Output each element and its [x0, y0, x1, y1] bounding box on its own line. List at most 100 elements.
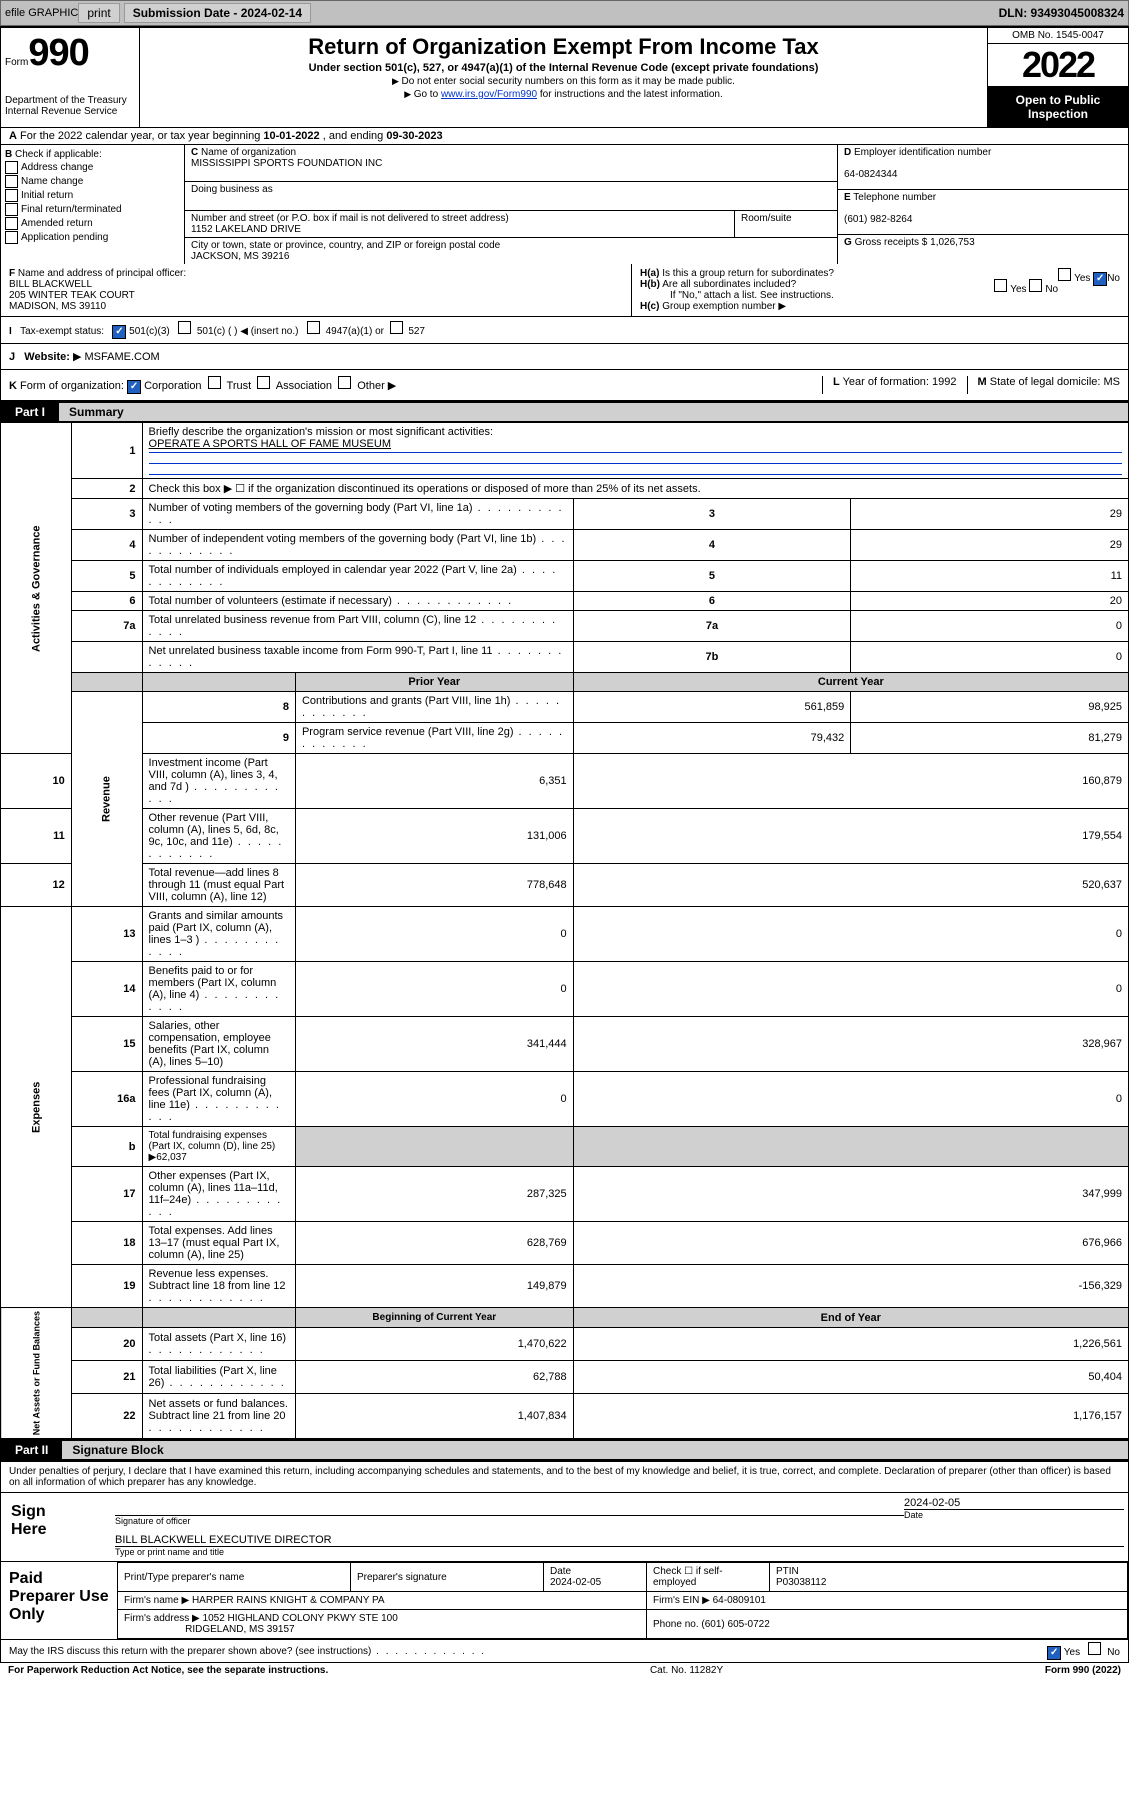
section-f-h: F Name and address of principal officer:…: [0, 264, 1129, 317]
ha-yes-checkbox[interactable]: [1058, 268, 1071, 281]
4947-checkbox[interactable]: [307, 321, 320, 334]
ln-10: 10: [1, 754, 72, 809]
sign-here-block: Sign Here Signature of officer 2024-02-0…: [0, 1493, 1129, 1562]
checkbox-initial-return[interactable]: [5, 189, 18, 202]
form-subtitle-2: Do not enter social security numbers on …: [148, 76, 979, 87]
declaration-text: Under penalties of perjury, I declare th…: [0, 1460, 1129, 1493]
discuss-text: May the IRS discuss this return with the…: [9, 1646, 486, 1657]
footer-row: For Paperwork Reduction Act Notice, see …: [0, 1663, 1129, 1678]
prior-18: 628,769: [295, 1222, 573, 1265]
i-opt-4: 527: [408, 326, 425, 337]
print-button[interactable]: print: [78, 3, 119, 23]
i-opt-3: 4947(a)(1) or: [326, 326, 384, 337]
prior-13: 0: [295, 907, 573, 962]
checkbox-address-change[interactable]: [5, 161, 18, 174]
firm-ein-value: 64-0809101: [713, 1595, 766, 1606]
irs-link[interactable]: www.irs.gov/Form990: [441, 89, 537, 100]
b-item-2: Initial return: [21, 190, 73, 201]
gross-label: Gross receipts $: [855, 237, 928, 248]
501c3-checkbox[interactable]: ✓: [112, 325, 126, 339]
checkbox-amended[interactable]: [5, 217, 18, 230]
signature-date-value: 2024-02-05: [904, 1497, 1124, 1509]
prep-sig-hdr: Preparer's signature: [351, 1563, 544, 1592]
curr-21: 50,404: [573, 1360, 1128, 1393]
assoc-checkbox[interactable]: [257, 376, 270, 389]
checkbox-final-return[interactable]: [5, 203, 18, 216]
h-b-text: Are all subordinates included?: [662, 279, 796, 290]
hb-yes-checkbox[interactable]: [994, 279, 1007, 292]
discuss-yes-checkbox[interactable]: ✓: [1047, 1646, 1061, 1660]
prior-9: 79,432: [573, 723, 851, 754]
signature-of-officer-label: Signature of officer: [115, 1515, 904, 1526]
hb-no-checkbox[interactable]: [1029, 279, 1042, 292]
prior-12: 778,648: [295, 864, 573, 907]
other-checkbox[interactable]: [338, 376, 351, 389]
ln-9: 9: [142, 723, 295, 754]
website-label: Website:: [24, 351, 70, 363]
part-2-tab: Part II: [1, 1441, 62, 1459]
efile-label: efile GRAPHIC: [5, 7, 78, 19]
txt-20: Total assets (Part X, line 16): [142, 1328, 295, 1361]
ln-16a: 16a: [71, 1072, 142, 1127]
ln-13: 13: [71, 907, 142, 962]
mission-line-1: [149, 450, 1122, 453]
k-opt-3: Other: [357, 380, 385, 392]
firm-ein-label: Firm's EIN: [653, 1595, 699, 1606]
key-7a: 7a: [573, 611, 851, 642]
ln-6: 6: [71, 592, 142, 611]
ha-no-checkbox[interactable]: ✓: [1093, 272, 1107, 286]
department-label: Department of the Treasury Internal Reve…: [5, 95, 135, 117]
signature-date-label: Date: [904, 1509, 1124, 1520]
trust-checkbox[interactable]: [208, 376, 221, 389]
ln-22: 22: [71, 1393, 142, 1439]
officer-addr2: MADISON, MS 39110: [9, 301, 106, 312]
curr-22: 1,176,157: [573, 1393, 1128, 1439]
officer-sub-label: Type or print name and title: [115, 1546, 1124, 1557]
key-7b: 7b: [573, 642, 851, 673]
phone-label: Telephone number: [853, 192, 936, 203]
corp-checkbox[interactable]: ✓: [127, 380, 141, 394]
ln-3: 3: [71, 499, 142, 530]
key-5: 5: [573, 561, 851, 592]
txt-12: Total revenue—add lines 8 through 11 (mu…: [142, 864, 295, 907]
501c-checkbox[interactable]: [178, 321, 191, 334]
ln-17: 17: [71, 1167, 142, 1222]
curr-10: 160,879: [573, 754, 1128, 809]
prior-year-hdr: Prior Year: [295, 673, 573, 692]
firm-name-label: Firm's name: [124, 1595, 179, 1606]
form-990-label: Form 990 (2022): [1045, 1665, 1121, 1676]
txt-7b: Net unrelated business taxable income fr…: [142, 642, 573, 673]
ln-11: 11: [1, 809, 72, 864]
section-j: J Website: ▶ MSFAME.COM: [0, 344, 1129, 370]
txt-15: Salaries, other compensation, employee b…: [142, 1017, 295, 1072]
txt-8: Contributions and grants (Part VIII, lin…: [295, 692, 573, 723]
firm-addr-label: Firm's address: [124, 1613, 189, 1624]
checkbox-pending[interactable]: [5, 231, 18, 244]
officer-label: Name and address of principal officer:: [18, 268, 186, 279]
paid-preparer-block: Paid Preparer Use Only Print/Type prepar…: [0, 1562, 1129, 1640]
paid-preparer-label: Paid Preparer Use Only: [1, 1562, 117, 1639]
txt-14: Benefits paid to or for members (Part IX…: [142, 962, 295, 1017]
mission-line-2: [149, 461, 1122, 464]
website-value: MSFAME.COM: [85, 351, 160, 363]
submission-date-button[interactable]: Submission Date - 2024-02-14: [124, 3, 311, 23]
curr-9: 81,279: [851, 723, 1129, 754]
prior-21: 62,788: [295, 1360, 573, 1393]
527-checkbox[interactable]: [390, 321, 403, 334]
curr-11: 179,554: [573, 809, 1128, 864]
checkbox-name-change[interactable]: [5, 175, 18, 188]
prep-date-val: 2024-02-05: [550, 1577, 601, 1588]
goto-suffix: for instructions and the latest informat…: [537, 89, 723, 100]
officer-name-title: BILL BLACKWELL EXECUTIVE DIRECTOR: [115, 1534, 1124, 1546]
b-item-0: Address change: [21, 162, 93, 173]
k-opt-1: Trust: [227, 380, 252, 392]
vlabel-revenue: Revenue: [71, 692, 142, 907]
summary-table: Activities & Governance 1 Briefly descri…: [0, 422, 1129, 1439]
val-7b: 0: [851, 642, 1129, 673]
self-employed-cell: Check ☐ if self-employed: [647, 1563, 770, 1592]
curr-13: 0: [573, 907, 1128, 962]
discuss-no-checkbox[interactable]: [1088, 1642, 1101, 1655]
ln-16b: b: [71, 1127, 142, 1167]
i-opt-0: 501(c)(3): [129, 326, 170, 337]
prior-19: 149,879: [295, 1265, 573, 1308]
